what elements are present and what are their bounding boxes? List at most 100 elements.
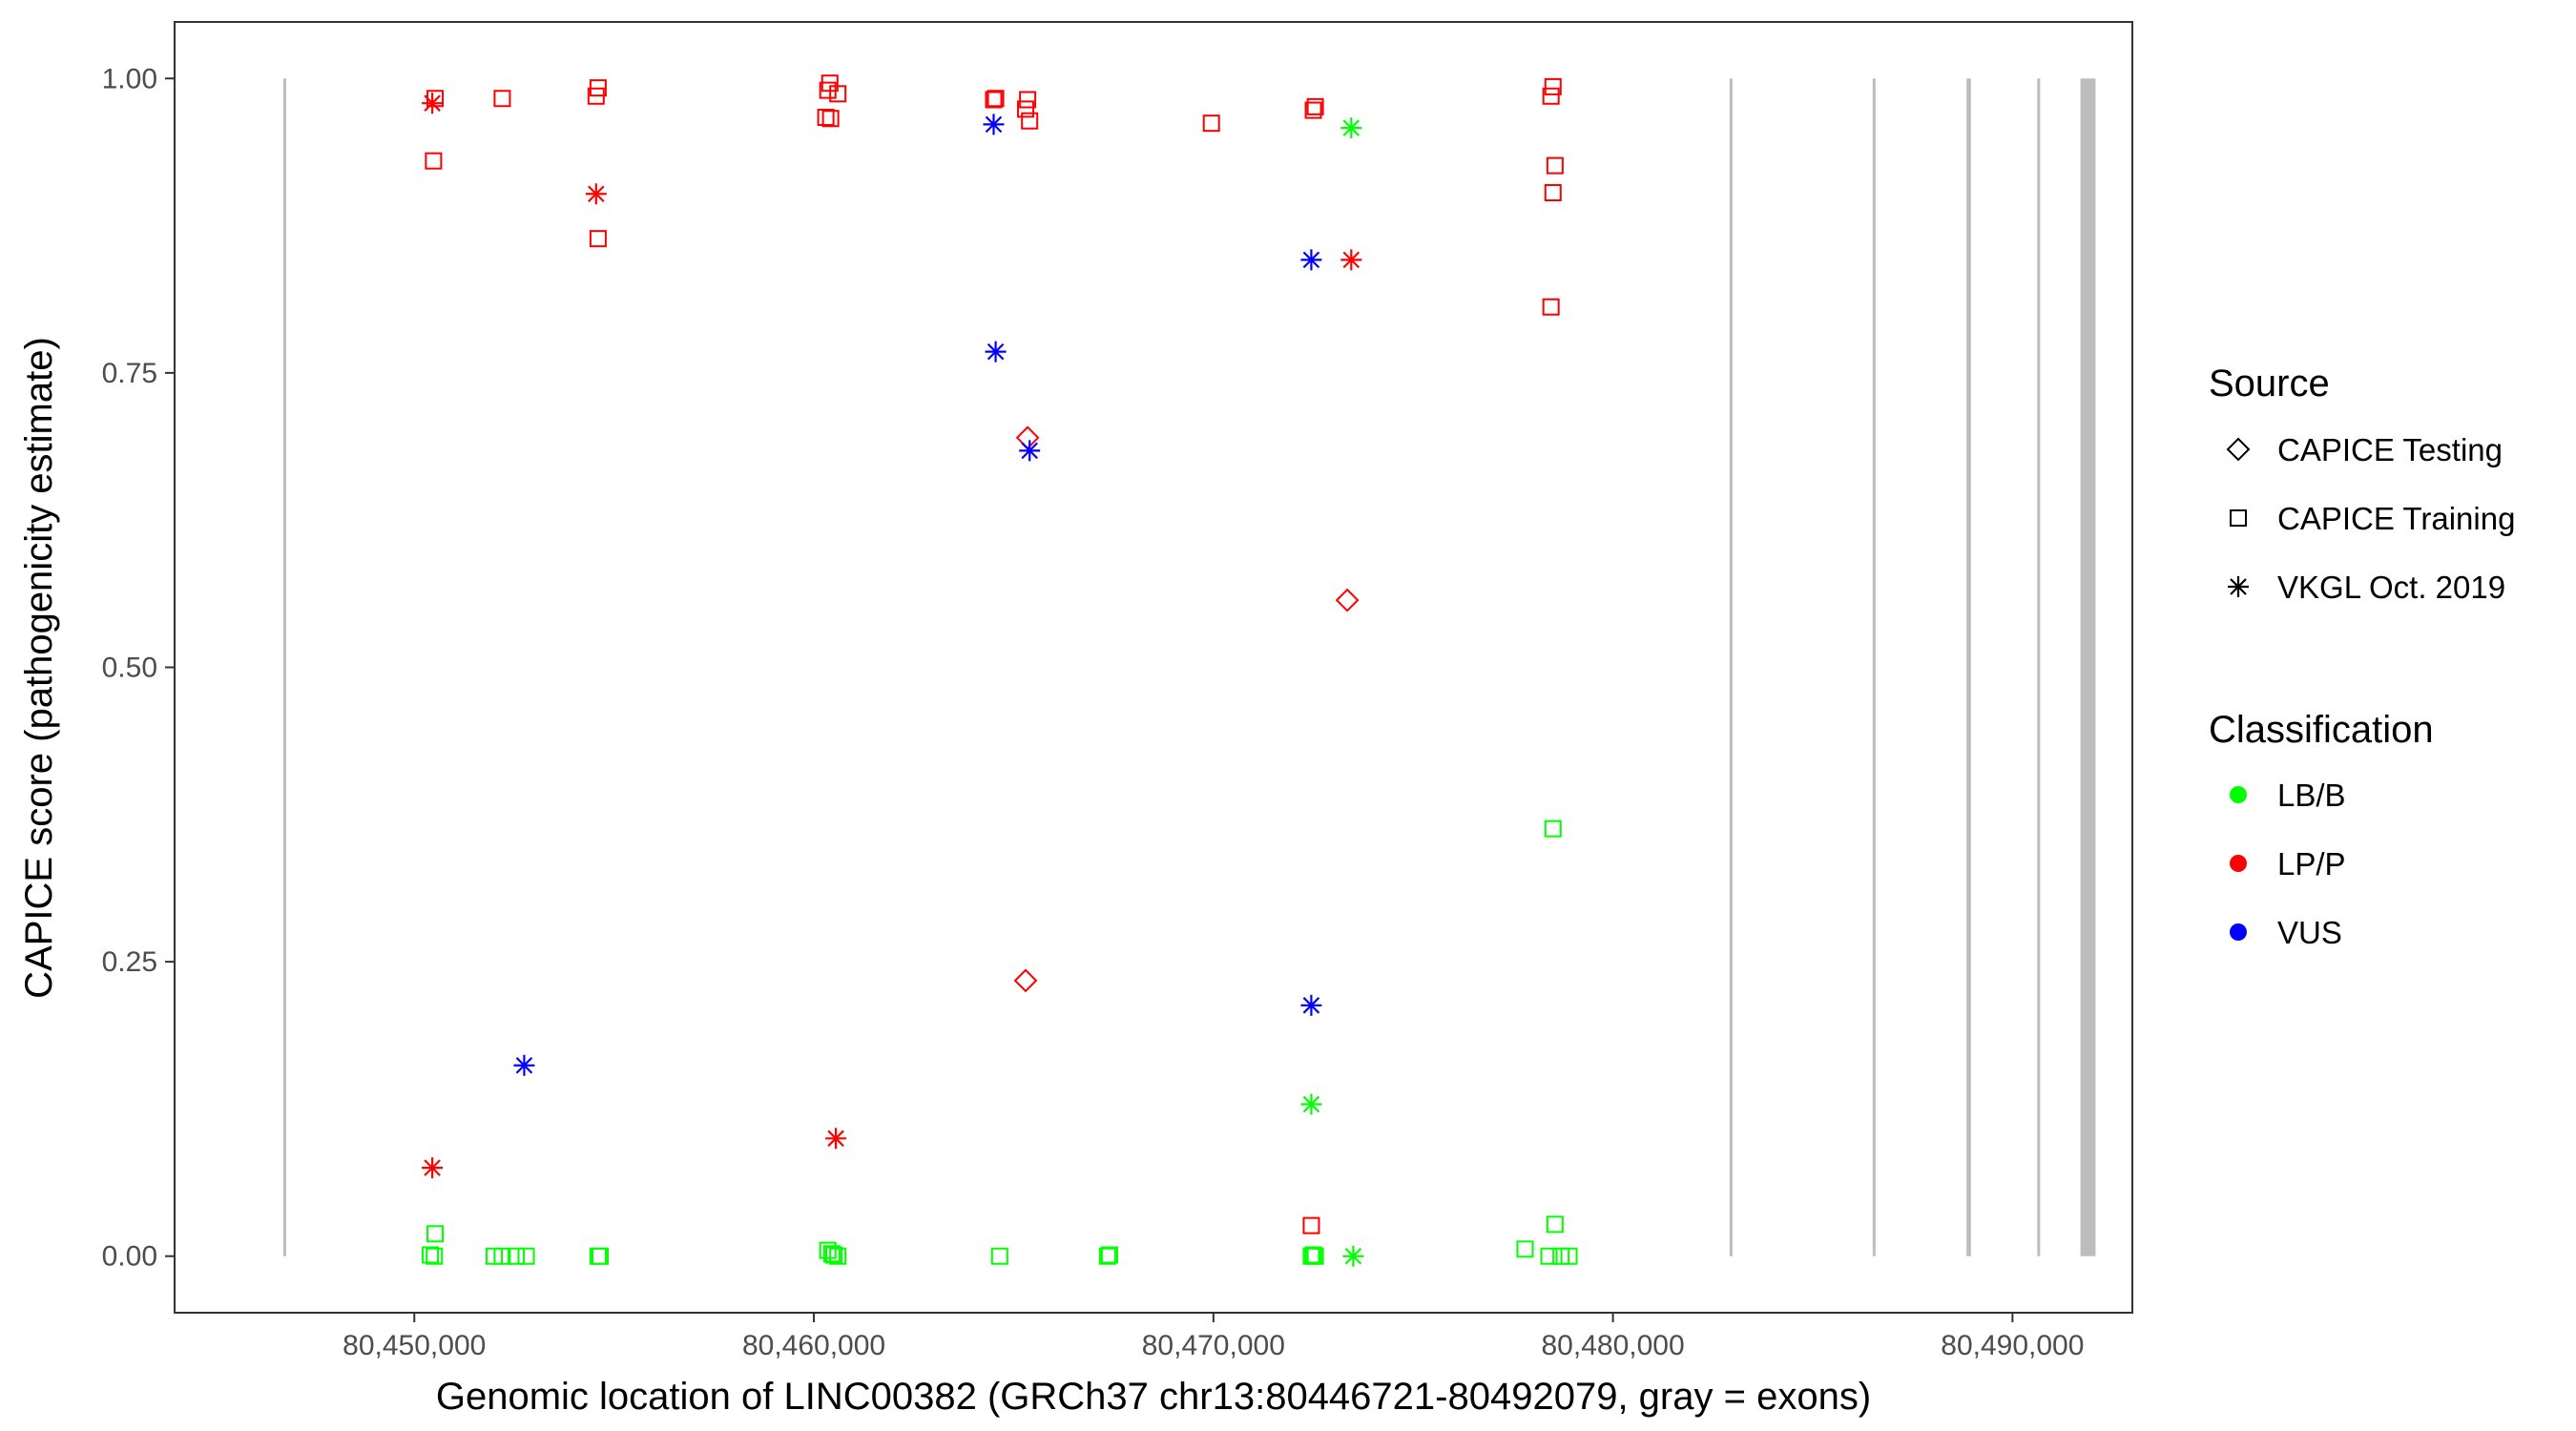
data-point-0-2	[493, 90, 511, 108]
legend-classification-key-2	[2230, 923, 2247, 941]
data-point-3-4	[825, 1128, 847, 1150]
data-point-3-1	[585, 183, 607, 205]
data-point-1-6-square	[517, 1247, 535, 1265]
data-point-4-5-stroke-d2	[515, 1056, 533, 1074]
data-point-1-20	[1544, 819, 1562, 838]
exon-3	[1966, 78, 1971, 1256]
data-point-0-19	[1544, 77, 1562, 95]
data-point-0-20-square	[1542, 87, 1560, 105]
data-point-2-2	[1013, 968, 1038, 993]
data-point-1-13	[990, 1247, 1008, 1265]
data-point-4-3	[1300, 249, 1322, 271]
data-point-0-23-square	[1542, 298, 1560, 316]
data-point-0-19-square	[1544, 77, 1562, 95]
data-point-1-12	[824, 1246, 842, 1264]
data-point-1-0-square	[426, 1225, 445, 1243]
legend-source-label-1: CAPICE Training	[2277, 501, 2515, 536]
data-point-4-1-stroke-d2	[987, 342, 1005, 361]
legend-classification-label-0: LB/B	[2277, 778, 2346, 813]
x-axis: 80,450,000 80,460,000 80,470,000 80,480,000…	[343, 1313, 2084, 1361]
points-layer	[422, 74, 1578, 1267]
data-point-0-21	[1546, 156, 1564, 175]
data-point-5-2-stroke-d2	[1344, 1247, 1362, 1265]
data-point-3-4-stroke-d2	[827, 1130, 844, 1148]
data-point-0-12-square	[985, 91, 1003, 109]
data-point-0-18	[1304, 101, 1322, 119]
legend-classification: Classification LB/B LP/P VUS	[2209, 709, 2434, 950]
data-point-0-9-square	[817, 108, 835, 126]
data-point-1-12-square	[824, 1246, 842, 1264]
x-tick-label-2: 80,470,000	[1142, 1330, 1285, 1361]
series-0	[425, 74, 1564, 1234]
data-point-1-13-square	[990, 1247, 1008, 1265]
exon-4	[2037, 78, 2041, 1256]
data-point-1-11-square	[829, 1247, 847, 1265]
data-point-1-4-square	[493, 1247, 511, 1265]
legend-source-key-0	[2226, 437, 2251, 462]
exon-0	[282, 78, 286, 1256]
series-5	[1300, 117, 1364, 1267]
data-point-4-3-stroke-d2	[1302, 251, 1320, 269]
data-point-0-5	[589, 230, 607, 248]
y-tick-label-3: 0.75	[102, 358, 157, 389]
data-point-0-7-square	[819, 81, 837, 99]
data-point-1-22-square	[1540, 1247, 1558, 1265]
data-point-0-16	[1202, 114, 1220, 133]
data-point-1-15	[1100, 1246, 1118, 1264]
data-point-0-5-square	[589, 230, 607, 248]
data-point-3-0	[422, 93, 444, 114]
data-point-1-10	[822, 1245, 841, 1263]
data-point-1-11	[829, 1247, 847, 1265]
series-1	[422, 819, 1578, 1265]
legend-source-label-2: VKGL Oct. 2019	[2277, 570, 2505, 605]
data-point-0-17	[1306, 97, 1324, 115]
exon-5	[2080, 78, 2096, 1256]
data-point-1-10-square	[822, 1245, 841, 1263]
data-point-4-0	[983, 114, 1005, 135]
data-point-0-22-square	[1544, 184, 1562, 202]
legend-classification-key-2-dot	[2230, 923, 2247, 941]
data-point-0-24	[1302, 1216, 1320, 1234]
data-point-0-13	[1019, 91, 1037, 109]
data-point-0-7	[819, 81, 837, 99]
y-tick-label-1: 0.25	[102, 946, 157, 978]
data-point-1-1	[422, 1246, 440, 1264]
y-axis: 0.00 0.25 0.50 0.75 1.00	[102, 63, 175, 1273]
data-point-1-21	[1546, 1215, 1564, 1234]
data-point-0-1	[425, 152, 443, 170]
data-point-1-18	[1304, 1246, 1322, 1264]
data-point-0-4-square	[587, 87, 605, 105]
y-tick-label-2: 0.50	[102, 653, 157, 684]
data-point-0-17-square	[1306, 97, 1324, 115]
data-point-1-6	[517, 1247, 535, 1265]
data-point-0-8-square	[829, 85, 847, 103]
data-point-0-8	[829, 85, 847, 103]
data-point-1-8-square	[591, 1247, 609, 1265]
x-axis-title: Genomic location of LINC00382 (GRCh37 ch…	[436, 1376, 1871, 1418]
data-point-1-1-square	[422, 1246, 440, 1264]
data-point-0-15-square	[1021, 112, 1039, 130]
x-tick-label-3: 80,480,000	[1542, 1330, 1685, 1361]
data-point-0-14-square	[1016, 100, 1034, 118]
data-point-4-4-stroke-d2	[1302, 997, 1320, 1014]
x-tick-label-4: 80,490,000	[1941, 1330, 2084, 1361]
legend-source-key-1	[2230, 509, 2247, 527]
legend-classification-title: Classification	[2209, 709, 2434, 751]
data-point-1-5-square	[508, 1247, 526, 1265]
plot-background	[175, 22, 2132, 1313]
data-point-0-9	[817, 108, 835, 126]
legend-source-label-0: CAPICE Testing	[2277, 432, 2503, 467]
y-tick-label-0: 0.00	[102, 1241, 157, 1273]
data-point-2-1-diamond	[1335, 588, 1360, 612]
data-point-0-22	[1544, 184, 1562, 202]
y-axis-title: CAPICE score (pathogenicity estimate)	[18, 337, 60, 999]
legend-classification-key-0	[2230, 786, 2247, 803]
legend-classification-label-2: VUS	[2277, 915, 2342, 950]
data-point-1-14	[1098, 1247, 1116, 1265]
series-4	[513, 114, 1322, 1076]
data-point-4-5	[513, 1054, 535, 1076]
data-point-1-4	[493, 1247, 511, 1265]
data-point-0-14	[1016, 100, 1034, 118]
data-point-1-22	[1540, 1247, 1558, 1265]
